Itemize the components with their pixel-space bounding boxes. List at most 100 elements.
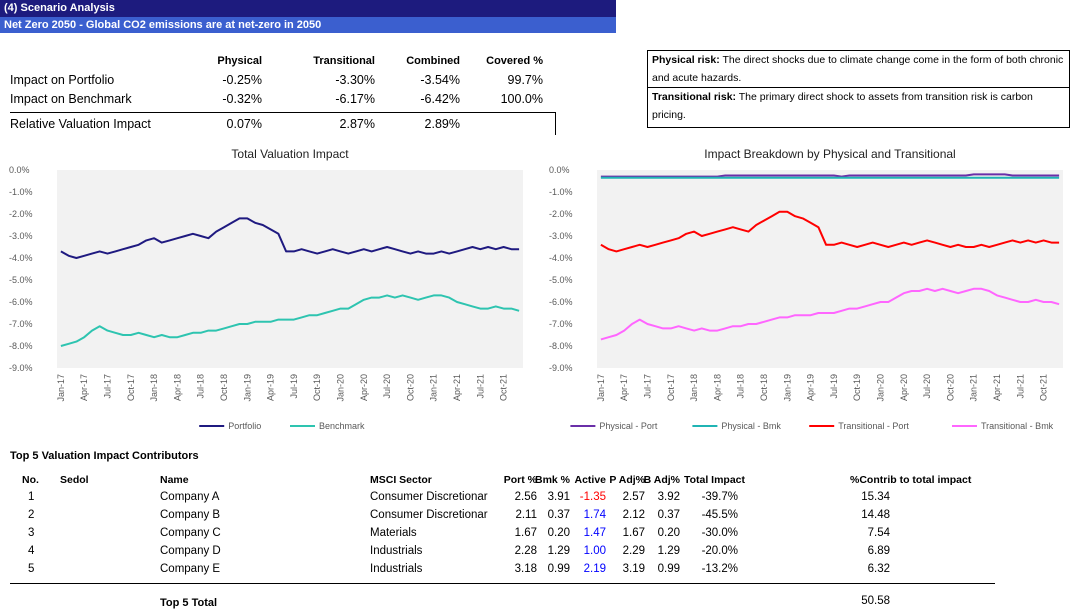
column-header: %Contrib to total impact	[850, 474, 972, 486]
x-tick-label: Apr-18	[172, 374, 182, 401]
cell: Company D	[160, 545, 221, 557]
chart: Impact Breakdown by Physical and Transit…	[549, 147, 1063, 431]
cell: -6.17%	[335, 92, 375, 106]
column-header: Name	[160, 474, 189, 486]
column-header: Covered %	[486, 55, 543, 67]
x-tick-label: Oct-20	[945, 374, 955, 401]
cell: 2.29	[622, 545, 645, 557]
cell: 0.37	[657, 509, 680, 521]
cell: 2.89%	[424, 117, 460, 131]
y-tick-label: -6.0%	[549, 297, 573, 307]
cell: 1.29	[547, 545, 570, 557]
x-tick-label: Jan-18	[149, 374, 159, 402]
x-tick-label: Jul-18	[736, 374, 746, 399]
plot-area	[597, 170, 1063, 368]
x-tick-label: Apr-21	[992, 374, 1002, 401]
cell: Company B	[160, 509, 221, 521]
x-tick-label: Jul-17	[102, 374, 112, 399]
column-header: Combined	[406, 55, 460, 67]
x-tick-label: Jan-20	[875, 374, 885, 402]
cell: 7.54	[867, 527, 890, 539]
cell: 2.87%	[339, 117, 375, 131]
chart-title: Total Valuation Impact	[231, 147, 349, 161]
cell: 4	[28, 545, 35, 557]
x-tick-label: Jul-19	[289, 374, 299, 399]
cell: 2.11	[515, 509, 537, 521]
x-tick-label: Jul-21	[1015, 374, 1025, 399]
cell: 1.74	[583, 509, 606, 521]
cell: -6.42%	[420, 92, 460, 106]
x-tick-label: Apr-17	[619, 374, 629, 401]
cell: 5	[28, 563, 35, 575]
cell: -3.54%	[420, 73, 460, 87]
line-series	[600, 173, 1060, 178]
y-tick-label: -1.0%	[549, 187, 573, 197]
cell: -45.5%	[701, 509, 738, 521]
line-series	[60, 294, 520, 347]
cell: -39.7%	[701, 491, 738, 503]
x-tick-label: Apr-19	[266, 374, 276, 401]
cell: Industrials	[370, 545, 423, 557]
cell: 1.47	[583, 527, 606, 539]
cell: -13.2%	[701, 563, 738, 575]
x-tick-label: Jan-20	[335, 374, 345, 402]
line-series	[600, 210, 1060, 253]
note-term: Physical risk:	[652, 54, 720, 66]
y-tick-label: -2.0%	[549, 209, 573, 219]
legend-label: Physical - Port	[599, 421, 658, 431]
note: Transitional risk: The primary direct sh…	[648, 87, 1069, 124]
legend-label: Transitional - Bmk	[981, 421, 1054, 431]
x-tick-label: Apr-20	[899, 374, 909, 401]
cell: 3.18	[514, 563, 537, 575]
x-tick-label: Jan-17	[56, 374, 66, 402]
y-tick-label: -3.0%	[549, 231, 573, 241]
y-tick-label: -5.0%	[549, 275, 573, 285]
x-tick-label: Jan-17	[596, 374, 606, 402]
note-text: The primary direct shock to assets from …	[652, 91, 1033, 121]
chart-title: Impact Breakdown by Physical and Transit…	[704, 147, 955, 161]
cell: Company A	[160, 491, 220, 503]
x-tick-label: Oct-18	[759, 374, 769, 401]
row-label: Impact on Benchmark	[10, 92, 132, 106]
cell: 1.67	[514, 527, 537, 539]
x-tick-label: Jul-17	[642, 374, 652, 399]
cell: Materials	[370, 527, 417, 539]
x-tick-label: Apr-20	[359, 374, 369, 401]
x-tick-label: Jul-19	[829, 374, 839, 399]
total-value: 50.58	[861, 595, 890, 607]
x-tick-label: Apr-19	[806, 374, 816, 401]
note-term: Transitional risk:	[652, 91, 737, 103]
y-tick-label: 0.0%	[9, 165, 30, 175]
y-tick-label: -9.0%	[9, 363, 33, 373]
y-tick-label: -7.0%	[9, 319, 33, 329]
x-tick-label: Oct-21	[499, 374, 509, 401]
cell: 2.12	[622, 509, 645, 521]
x-tick-label: Jul-18	[196, 374, 206, 399]
cell: 99.7%	[507, 73, 543, 87]
y-tick-label: -8.0%	[9, 341, 33, 351]
table-rule	[10, 583, 995, 584]
cell: Industrials	[370, 563, 423, 575]
cell: 1.00	[583, 545, 606, 557]
y-tick-label: -2.0%	[9, 209, 33, 219]
cell: 1	[28, 491, 35, 503]
section-header: (4) Scenario Analysis	[0, 0, 616, 17]
x-tick-label: Oct-20	[405, 374, 415, 401]
x-tick-label: Jul-20	[382, 374, 392, 399]
column-header: P Adj%	[609, 474, 645, 486]
table-rule	[10, 112, 555, 113]
x-tick-label: Jul-20	[922, 374, 932, 399]
legend-label: Physical - Bmk	[721, 421, 781, 431]
y-tick-label: -6.0%	[9, 297, 33, 307]
cell: -30.0%	[701, 527, 738, 539]
cell: 1.67	[622, 527, 645, 539]
x-tick-label: Apr-17	[79, 374, 89, 401]
column-header: MSCI Sector	[370, 474, 432, 486]
cell: Company C	[160, 527, 221, 539]
cell: -20.0%	[701, 545, 738, 557]
row-label: Relative Valuation Impact	[10, 117, 151, 131]
cell: 3.92	[657, 491, 680, 503]
cell: 1.29	[657, 545, 680, 557]
column-header: Active	[574, 474, 606, 486]
